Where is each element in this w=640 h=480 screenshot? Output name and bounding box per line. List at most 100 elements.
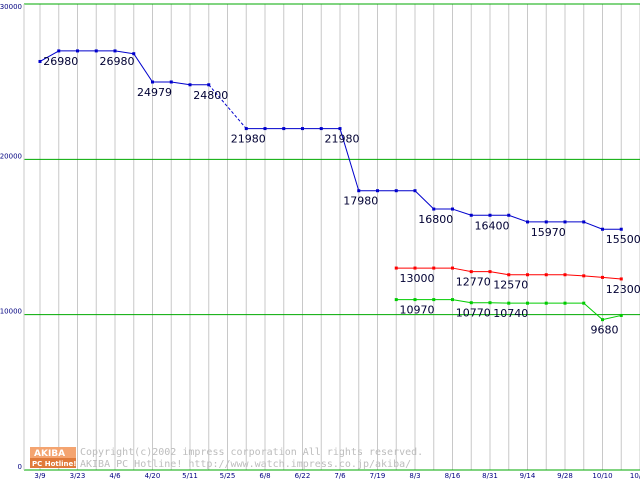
data-label: 12770: [456, 276, 491, 289]
data-point: [282, 127, 286, 131]
data-point: [469, 213, 473, 217]
chart-axes: [23, 4, 640, 471]
data-point: [619, 313, 623, 317]
data-point: [544, 273, 548, 277]
data-point: [132, 52, 136, 56]
series-segment: [339, 128, 360, 191]
logo-text-top: AKIBA: [34, 449, 65, 459]
data-point: [244, 127, 248, 131]
x-tick-label: 8/16: [445, 472, 461, 480]
data-point: [357, 189, 361, 193]
data-point: [57, 49, 61, 53]
data-point: [582, 274, 586, 278]
y-tick-labels: 0 10000 20000 30000: [0, 3, 22, 471]
data-point: [413, 189, 417, 193]
series-segment: [114, 50, 134, 55]
data-point: [507, 273, 511, 277]
x-tick-label: 3/23: [70, 472, 86, 480]
y-tick-label: 20000: [0, 152, 22, 160]
series-segment: [452, 267, 472, 273]
data-point: [76, 49, 79, 53]
x-tick-label: 7/19: [370, 472, 386, 480]
data-point: [394, 189, 398, 193]
x-tick-label: 4/6: [109, 472, 121, 480]
data-point: [526, 301, 529, 305]
series-segment: [452, 299, 472, 304]
data-point: [619, 277, 623, 281]
data-label: 10740: [493, 307, 528, 320]
data-point: [488, 301, 492, 305]
series-segment: [133, 53, 153, 83]
data-point: [469, 301, 473, 305]
data-point: [469, 270, 473, 274]
data-point: [488, 270, 492, 274]
x-tick-label: 6/22: [295, 472, 311, 480]
data-label: 10970: [400, 304, 435, 317]
data-point: [601, 227, 604, 231]
x-tick-label: 10/10: [592, 472, 612, 480]
data-point: [432, 266, 436, 270]
data-label: 21980: [231, 133, 266, 146]
data-point: [601, 275, 604, 279]
series-segment: [602, 314, 622, 321]
horizontal-gridlines: [24, 3, 640, 316]
data-label: 9680: [591, 324, 619, 337]
data-point: [507, 213, 511, 217]
data-point: [376, 189, 379, 193]
series-segment: [39, 50, 59, 62]
data-point: [94, 49, 98, 53]
x-tick-label: 5/11: [182, 472, 198, 480]
y-tick-label: 30000: [0, 3, 22, 11]
x-tick-label: 8/3: [409, 472, 420, 480]
data-label: 21980: [325, 133, 360, 146]
copyright-line-1: Copyright(c)2002 impress corporation All…: [80, 447, 423, 458]
data-label: 16400: [475, 219, 510, 232]
data-point: [38, 59, 42, 63]
data-point: [263, 127, 267, 131]
x-tick-label: 3/9: [34, 472, 45, 480]
x-tick-label: 9/14: [520, 472, 536, 480]
data-label: 15500: [606, 233, 640, 246]
x-tick-label: 10/19: [630, 472, 640, 480]
copyright-line-2: AKIBA PC Hotline! http://www.watch.impre…: [80, 459, 411, 470]
data-point: [601, 318, 604, 322]
data-point: [151, 80, 154, 84]
data-label: 10770: [456, 307, 491, 320]
y-tick-label: 10000: [0, 308, 22, 316]
logo-text-bottom: PC Hotline!: [32, 460, 76, 468]
data-point: [544, 301, 548, 305]
data-point: [544, 220, 548, 224]
data-point: [394, 298, 398, 302]
data-label: 26980: [100, 55, 135, 68]
x-tick-label: 6/8: [259, 472, 270, 480]
data-point: [451, 207, 454, 211]
data-label: 12570: [493, 279, 528, 292]
data-point: [451, 266, 454, 270]
data-point: [563, 301, 567, 305]
data-point: [563, 220, 567, 224]
x-tick-label: 5/25: [220, 472, 236, 480]
series-segment: [583, 302, 603, 321]
series-segment: [414, 190, 435, 210]
series-segment: [564, 274, 584, 277]
data-point: [582, 220, 586, 224]
series-segment: [583, 221, 603, 230]
data-label: 13000: [400, 272, 435, 285]
data-point: [451, 298, 454, 302]
series-lines: [38, 49, 623, 322]
data-label: 16800: [418, 213, 453, 226]
data-point: [169, 80, 173, 84]
data-point: [413, 266, 417, 270]
data-point: [113, 49, 117, 53]
data-label: 24979: [137, 86, 172, 99]
vertical-gridlines: [39, 4, 640, 470]
x-tick-label: 4/20: [145, 472, 161, 480]
data-point: [619, 227, 623, 231]
y-tick-label: 0: [18, 463, 22, 471]
series-segment: [583, 275, 603, 278]
data-point: [582, 301, 586, 305]
data-point: [563, 273, 567, 277]
data-label: 15970: [531, 226, 566, 239]
data-point: [432, 298, 436, 302]
data-point: [338, 127, 342, 131]
